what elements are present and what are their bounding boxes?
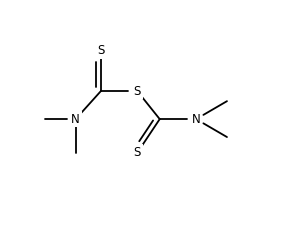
Text: S: S xyxy=(134,85,141,98)
Text: S: S xyxy=(97,44,104,57)
Text: N: N xyxy=(71,113,80,126)
Text: N: N xyxy=(192,113,201,126)
Text: S: S xyxy=(134,146,141,159)
